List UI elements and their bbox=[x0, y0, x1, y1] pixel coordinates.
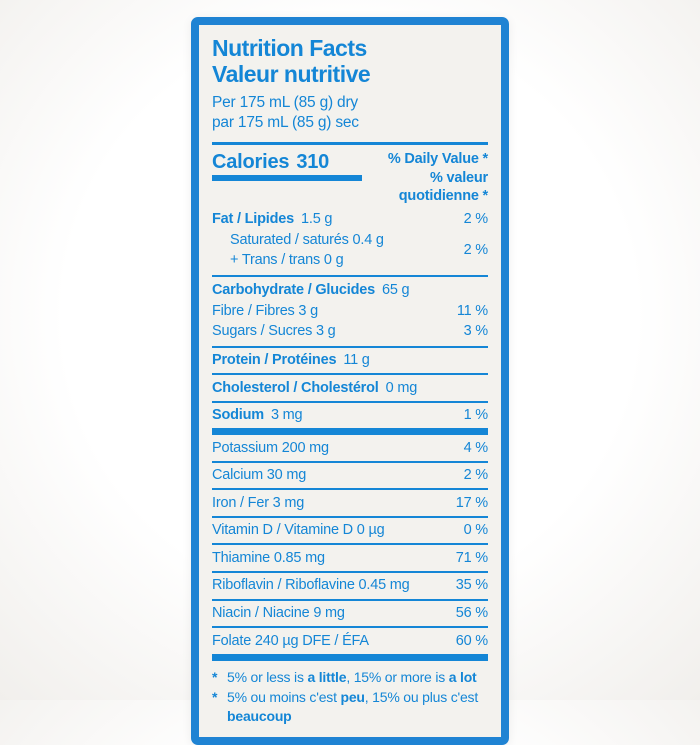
nutrient-row-iron: Iron / Fer 3 mg 17 % bbox=[212, 490, 488, 516]
serving-size-english: Per 175 mL (85 g) dry bbox=[212, 93, 358, 111]
sugars-name: Sugars / Sucres 3 g bbox=[212, 323, 336, 340]
fat-amount: 1.5 g bbox=[301, 211, 333, 228]
potassium-daily-value: 4 % bbox=[463, 439, 489, 456]
divider-thin bbox=[212, 274, 488, 277]
divider-thin bbox=[212, 345, 488, 348]
fibre-daily-value: 11 % bbox=[456, 302, 488, 319]
daily-value-header-french: % valeur quotidienne * bbox=[398, 169, 488, 205]
title-french: Valeur nutritive bbox=[212, 61, 371, 88]
divider-thin bbox=[212, 488, 488, 491]
calcium-daily-value: 2 % bbox=[463, 467, 489, 484]
fat-daily-value: 2 % bbox=[463, 211, 489, 228]
nutrient-row-sugars: Sugars / Sucres 3 g 3 % bbox=[212, 321, 488, 342]
nutrition-facts-label: Nutrition Facts Valeur nutritive Per 175… bbox=[191, 17, 509, 745]
fat-section: Fat / Lipides 1.5 g 2 % Saturated / satur… bbox=[212, 206, 488, 275]
carbohydrate-name: Carbohydrate / Glucides bbox=[212, 281, 375, 298]
riboflavin-name: Riboflavin / Riboflavine 0.45 mg bbox=[212, 577, 410, 594]
divider-thick bbox=[212, 428, 488, 436]
divider-thin bbox=[212, 570, 488, 573]
folate-daily-value: 60 % bbox=[455, 632, 488, 649]
nutrient-row-riboflavin: Riboflavin / Riboflavine 0.45 mg 35 % bbox=[212, 573, 488, 599]
daily-value-header-english: % Daily Value * bbox=[387, 150, 488, 167]
footnote-french: * 5% ou moins c'est peu, 15% ou plus c'e… bbox=[212, 688, 488, 725]
nutrient-row-saturated-trans: Saturated / saturés 0.4 g + Trans / tran… bbox=[212, 230, 488, 271]
thiamine-name: Thiamine 0.85 mg bbox=[212, 549, 325, 566]
fibre-name: Fibre / Fibres 3 g bbox=[212, 302, 318, 319]
serving-size-french: par 175 mL (85 g) sec bbox=[212, 114, 359, 132]
iron-name: Iron / Fer 3 mg bbox=[212, 494, 305, 511]
protein-amount: 11 g bbox=[343, 352, 370, 369]
divider-thin bbox=[212, 515, 488, 518]
footnote-french-text: 5% ou moins c'est peu, 15% ou plus c'est… bbox=[227, 689, 479, 724]
nutrient-row-protein: Protein / Protéines 11 g bbox=[212, 348, 488, 374]
saturated-trans-daily-value: 2 % bbox=[463, 242, 489, 259]
nutrient-row-thiamine: Thiamine 0.85 mg 71 % bbox=[212, 545, 488, 571]
carbohydrate-section: Carbohydrate / Glucides 65 g Fibre / Fibr… bbox=[212, 277, 488, 346]
calories-row: Calories 310 % Daily Value * % valeur quo… bbox=[212, 150, 488, 207]
nutrient-row-fat: Fat / Lipides 1.5 g 2 % bbox=[212, 209, 488, 230]
divider-thick bbox=[212, 653, 488, 661]
thiamine-daily-value: 71 % bbox=[455, 549, 488, 566]
daily-value-headers: % Daily Value * % valeur quotidienne * bbox=[362, 150, 488, 207]
nutrient-row-folate: Folate 240 µg DFE / ÉFA 60 % bbox=[212, 628, 488, 654]
nutrient-row-vitamin-d: Vitamin D / Vitamine D 0 µg 0 % bbox=[212, 518, 488, 544]
calories-label: Calories bbox=[212, 150, 290, 173]
nutrient-row-calcium: Calcium 30 mg 2 % bbox=[212, 463, 488, 489]
carbohydrate-amount: 65 g bbox=[382, 281, 410, 298]
calories-amount: 310 bbox=[296, 150, 330, 173]
potassium-name: Potassium 200 mg bbox=[212, 439, 329, 456]
nutrient-row-potassium: Potassium 200 mg 4 % bbox=[212, 435, 488, 461]
sugars-daily-value: 3 % bbox=[463, 323, 489, 340]
niacin-name: Niacin / Niacine 9 mg bbox=[212, 605, 345, 622]
iron-daily-value: 17 % bbox=[455, 494, 488, 511]
nutrient-row-fibre: Fibre / Fibres 3 g 11 % bbox=[212, 301, 488, 322]
divider-medium bbox=[212, 141, 488, 145]
cholesterol-name: Cholesterol / Cholestérol bbox=[212, 379, 379, 396]
footnote-english-text: 5% or less is a little, 15% or more is a… bbox=[227, 668, 477, 685]
calories-underline-bar bbox=[212, 174, 362, 181]
trans-fat-name: + Trans / trans 0 g bbox=[230, 252, 344, 269]
sodium-name: Sodium bbox=[212, 407, 264, 424]
sodium-daily-value: 1 % bbox=[463, 407, 489, 424]
divider-thin bbox=[212, 460, 488, 463]
footnote-asterisk: * bbox=[212, 689, 218, 706]
cholesterol-amount: 0 mg bbox=[385, 379, 418, 396]
niacin-daily-value: 56 % bbox=[455, 605, 488, 622]
footnotes: * 5% or less is a little, 15% or more is… bbox=[212, 668, 488, 725]
footnote-english: * 5% or less is a little, 15% or more is… bbox=[212, 668, 488, 686]
divider-thin bbox=[212, 373, 488, 376]
vitamin-d-name: Vitamin D / Vitamine D 0 µg bbox=[212, 522, 385, 539]
nutrient-row-niacin: Niacin / Niacine 9 mg 56 % bbox=[212, 601, 488, 627]
vitamin-d-daily-value: 0 % bbox=[463, 522, 489, 539]
saturated-fat-name: Saturated / saturés 0.4 g bbox=[230, 231, 384, 248]
footnote-asterisk: * bbox=[212, 668, 218, 685]
divider-thin bbox=[212, 543, 488, 546]
title-english: Nutrition Facts bbox=[212, 35, 367, 61]
fat-name: Fat / Lipides bbox=[212, 211, 294, 228]
folate-name: Folate 240 µg DFE / ÉFA bbox=[212, 632, 369, 649]
nutrient-row-cholesterol: Cholesterol / Cholestérol 0 mg bbox=[212, 375, 488, 401]
nutrient-row-sodium: Sodium 3 mg 1 % bbox=[212, 403, 488, 429]
divider-thin bbox=[212, 598, 488, 601]
riboflavin-daily-value: 35 % bbox=[455, 577, 488, 594]
sodium-amount: 3 mg bbox=[270, 407, 303, 424]
protein-name: Protein / Protéines bbox=[212, 352, 337, 369]
divider-thin bbox=[212, 400, 488, 403]
nutrient-row-carbohydrate: Carbohydrate / Glucides 65 g bbox=[212, 280, 488, 301]
serving-size-block: Per 175 mL (85 g) dry par 175 mL (85 g) … bbox=[212, 93, 488, 134]
divider-thin bbox=[212, 626, 488, 629]
calories-value: Calories 310 bbox=[212, 150, 362, 183]
calcium-name: Calcium 30 mg bbox=[212, 467, 307, 484]
